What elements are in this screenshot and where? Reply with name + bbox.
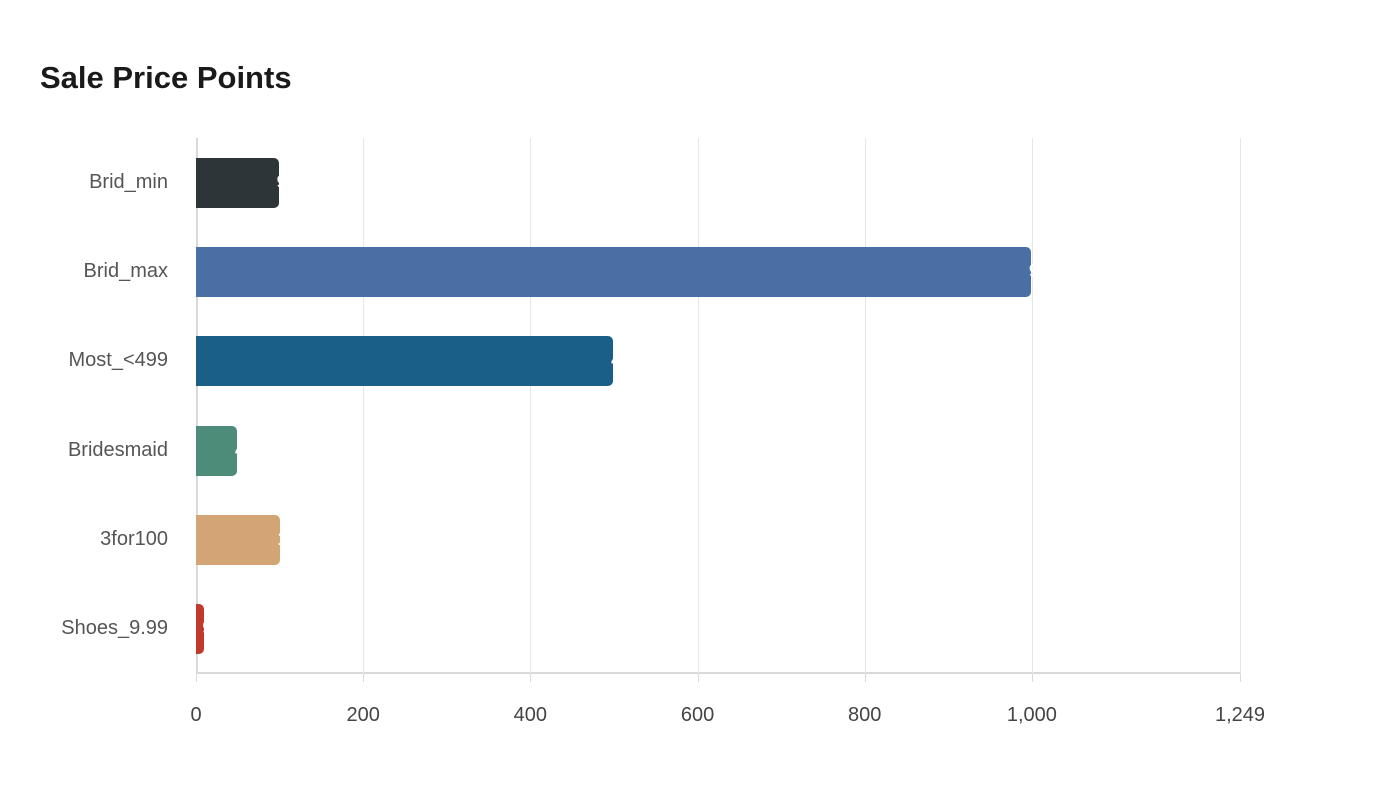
x-tick xyxy=(697,674,699,682)
bar-brid_min[interactable]: 99 xyxy=(196,157,283,208)
bar-value-label: 9.99 xyxy=(202,618,209,639)
bar-value-label: 99 xyxy=(276,171,283,192)
gridline xyxy=(363,138,365,674)
y-category-label: Brid_max xyxy=(83,260,168,282)
x-tick xyxy=(530,674,532,682)
y-category-label: Brid_min xyxy=(89,170,168,193)
bar-most_<499[interactable]: 499 xyxy=(196,336,617,387)
y-category-label: Shoes_9.99 xyxy=(61,617,168,640)
chart-title: Sale Price Points xyxy=(40,60,292,95)
x-tick-label: 1,000 xyxy=(1006,704,1057,726)
y-axis-line xyxy=(196,138,198,674)
plot-area: 99999499491009.99 xyxy=(196,138,1241,682)
bar-bridesmaid[interactable]: 49 xyxy=(196,425,241,476)
gridline xyxy=(1240,138,1241,674)
bar-3for100[interactable]: 100 xyxy=(196,515,284,565)
bar-value-label: 100 xyxy=(277,529,284,549)
x-tick-label: 800 xyxy=(848,704,882,726)
gridline xyxy=(697,138,699,674)
x-tick-label: 200 xyxy=(346,704,380,726)
bar-brid_max[interactable]: 999 xyxy=(196,247,1035,297)
x-tick xyxy=(1031,674,1033,682)
gridline xyxy=(1031,138,1033,674)
x-tick-label: 1,249 xyxy=(1214,704,1266,726)
y-category-label: Most_<499 xyxy=(68,349,168,372)
x-tick xyxy=(196,674,197,682)
x-tick-label: 0 xyxy=(190,704,202,726)
y-category-label: 3for100 xyxy=(100,528,168,550)
bar-value-label: 499 xyxy=(611,350,618,371)
bar-value-label: 999 xyxy=(1029,261,1036,281)
bar-value-label: 49 xyxy=(234,439,241,460)
x-tick-label: 400 xyxy=(513,704,548,726)
x-tick xyxy=(1240,674,1241,682)
gridline xyxy=(864,138,866,674)
gridline xyxy=(530,138,532,674)
x-tick-label: 600 xyxy=(680,704,715,726)
x-axis-line xyxy=(196,672,1240,674)
x-tick xyxy=(363,674,365,682)
y-category-label: Bridesmaid xyxy=(67,438,168,461)
x-tick xyxy=(864,674,866,682)
bar-shoes_9.99[interactable]: 9.99 xyxy=(196,604,208,655)
